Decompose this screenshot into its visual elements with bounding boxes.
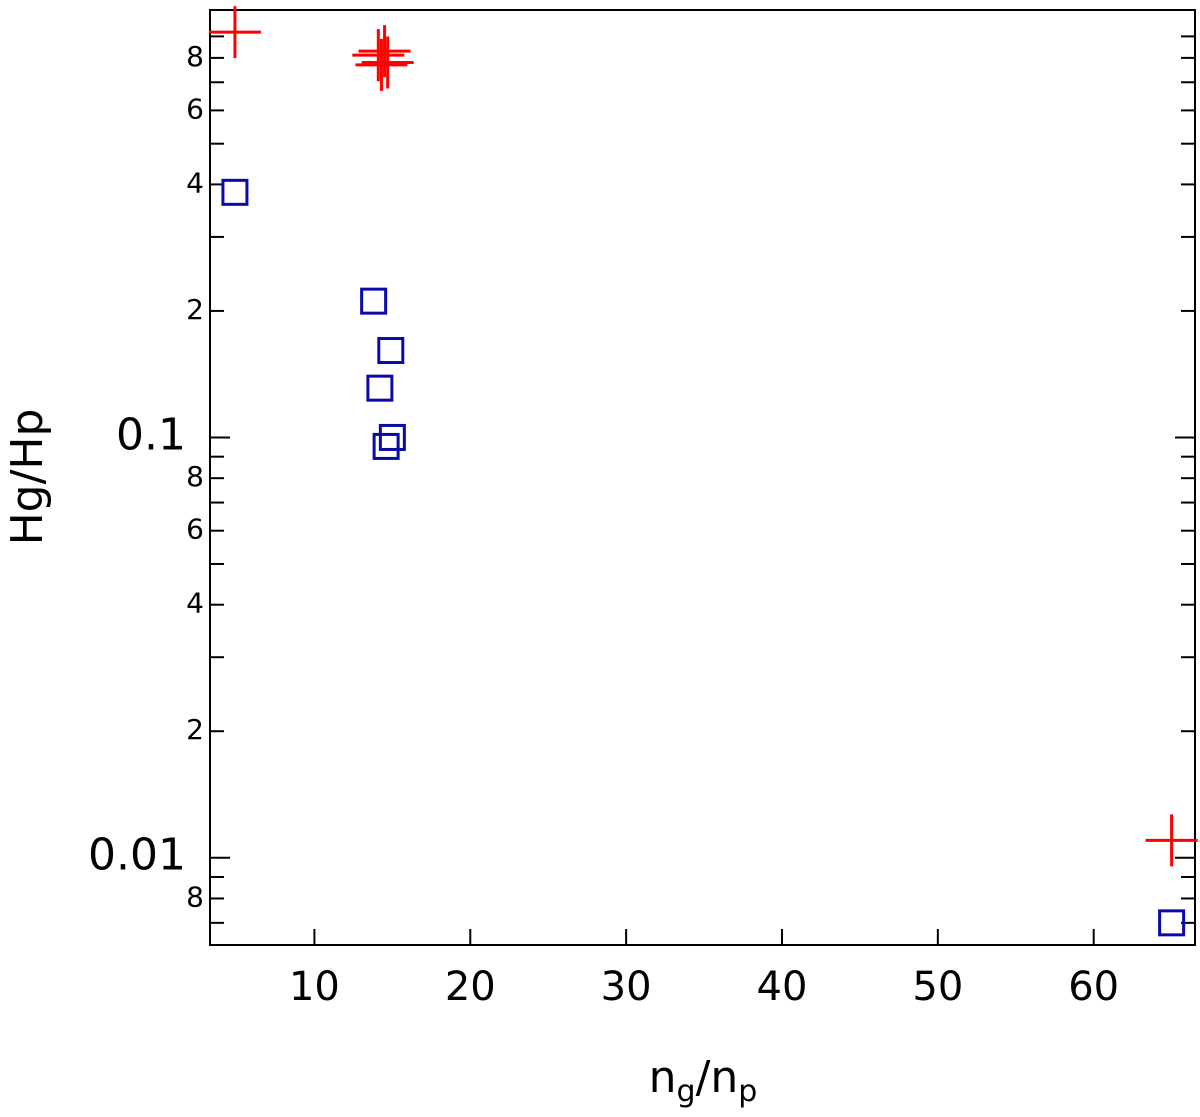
y-tick-label: 0.01 (88, 830, 186, 881)
plus-marker (361, 36, 414, 89)
y-tick-label: 2 (186, 293, 204, 326)
y-tick-label: 8 (186, 460, 204, 493)
plot-frame (209, 9, 1196, 946)
y-tick-label: 6 (186, 513, 204, 546)
y-tick-label: 0.1 (116, 409, 186, 460)
y-tick-label: 8 (186, 880, 204, 913)
square-marker (221, 178, 249, 206)
plus-marker (355, 38, 408, 91)
square-marker (378, 423, 406, 451)
x-tick-label: 40 (757, 964, 808, 1010)
plus-marker (208, 6, 261, 59)
x-tick-label: 30 (601, 964, 652, 1010)
y-tick-label: 6 (186, 92, 204, 125)
x-label-sub: p (738, 1074, 757, 1109)
plus-marker (352, 29, 405, 82)
y-tick-label: 2 (186, 713, 204, 746)
plus-marker (1145, 814, 1198, 867)
square-marker (377, 337, 405, 365)
plus-marker (358, 25, 411, 78)
x-label-part: /n (696, 1052, 739, 1103)
square-marker (366, 374, 394, 402)
y-tick-label: 8 (186, 40, 204, 73)
x-label-sub: g (677, 1074, 696, 1109)
y-tick-label: 4 (186, 166, 204, 199)
x-label-part: n (649, 1052, 677, 1103)
square-marker (1158, 909, 1186, 937)
x-tick-label: 10 (289, 964, 340, 1010)
x-tick-label: 60 (1068, 964, 1119, 1010)
x-axis-label: ng/np (649, 1052, 758, 1109)
square-marker (360, 287, 388, 315)
y-tick-label: 4 (186, 587, 204, 620)
x-tick-label: 20 (445, 964, 496, 1010)
y-axis-label: Hg/Hp (2, 409, 53, 546)
square-marker (372, 432, 400, 460)
x-tick-label: 50 (912, 964, 963, 1010)
